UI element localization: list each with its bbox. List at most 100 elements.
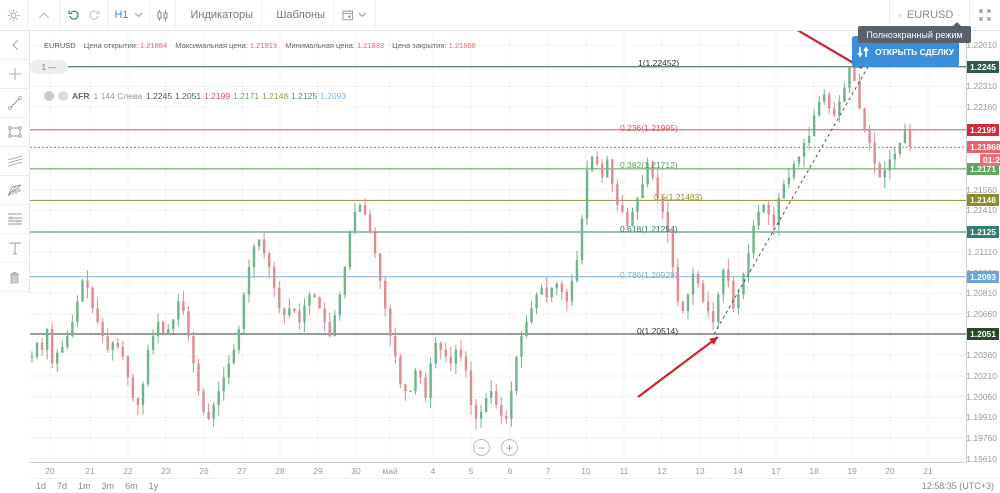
fullscreen-button[interactable] — [970, 0, 1000, 31]
sidebar-item-rectangle[interactable] — [0, 118, 29, 147]
sidebar-item-crosshair[interactable] — [0, 60, 29, 89]
function-icon: f — [270, 14, 271, 16]
rectangle-icon — [7, 126, 22, 138]
undo-icon[interactable] — [67, 9, 80, 21]
zoom-in-button[interactable]: + — [501, 439, 518, 456]
chevron-down-icon — [134, 12, 142, 18]
time-tick: 20 — [885, 466, 895, 476]
time-tick: 12 — [657, 466, 667, 476]
trash-icon — [10, 271, 19, 283]
time-tick: 28 — [275, 466, 285, 476]
level-handle[interactable]: 1 — — [30, 60, 68, 74]
fib-label-0: 0(1.20514) — [637, 326, 679, 336]
price-tick: 1.20060 — [966, 391, 997, 402]
range-6m[interactable]: 6m — [125, 481, 138, 491]
price-chart[interactable] — [30, 31, 970, 462]
fib-label-1: 1(1.22452) — [638, 58, 680, 68]
drawing-tools-sidebar — [0, 31, 30, 293]
range-1y[interactable]: 1y — [148, 481, 159, 491]
sidebar-item-delete[interactable] — [0, 263, 29, 292]
sidebar-item-collapse[interactable] — [0, 31, 29, 60]
range-3m[interactable]: 3m — [101, 481, 115, 491]
remove-indicator-icon[interactable] — [44, 91, 54, 101]
undo-redo-group — [60, 0, 108, 31]
candle-countdown-badge: 01:24 — [980, 154, 1000, 167]
ohlc-info-bar: EURUSD Цена открытия: 1.21884 Максимальн… — [44, 41, 476, 50]
price-tick: 1.20360 — [966, 350, 997, 361]
symbol-select[interactable]: EURUSD — [890, 0, 970, 31]
trend-line-icon — [7, 96, 22, 110]
time-tick: 22 — [123, 466, 133, 476]
sidebar-item-fib-retracement[interactable] — [0, 205, 29, 234]
price-tick: 1.20810 — [966, 288, 997, 299]
fib-price-badge: 1.2148 — [967, 194, 999, 207]
fib-price-badge: 1.2093 — [967, 270, 999, 283]
price-tick: 1.22610 — [966, 40, 997, 50]
time-tick: 21 — [923, 466, 933, 476]
afr-values: 1.2245 1.2051 1.2199 1.2171 1.2148 1.2125 1.20… — [146, 91, 349, 101]
price-axis[interactable]: 1.22610 1.22310 1.22160 1.21560 1.21410 1.211… — [966, 31, 1000, 464]
collapse-up-button[interactable] — [28, 0, 60, 31]
sidebar-item-trend-line[interactable] — [0, 89, 29, 118]
open-value: 1.21884 — [140, 41, 168, 50]
price-tick: 1.21410 — [966, 205, 997, 216]
time-tick: 11 — [619, 466, 629, 476]
time-axis[interactable]: 20 21 22 23 26 27 28 29 30 май 4 5 6 7 10 11 12 13 14 17 18 1… — [30, 462, 966, 478]
time-tick: 13 — [695, 466, 705, 476]
indicators-button[interactable]: Индикаторы — [176, 0, 262, 31]
time-tick: 17 — [771, 466, 781, 476]
text-icon — [9, 242, 20, 254]
sidebar-item-fib-fan[interactable] — [0, 176, 29, 205]
fib-label-0-786: 0.786(1.20929) — [620, 270, 678, 280]
sidebar-item-channel[interactable] — [0, 147, 29, 176]
chart-type-button[interactable] — [150, 0, 176, 31]
settings-button[interactable] — [0, 0, 28, 31]
fib-retracement-icon — [7, 213, 22, 225]
afr-indicator-legend: AFR 1 144 Слева 1.2245 1.2051 1.2199 1.2171… — [44, 91, 349, 101]
time-tick: 10 — [581, 466, 591, 476]
calendar-menu[interactable] — [334, 0, 376, 31]
chevron-up-icon — [38, 12, 49, 19]
time-tick: 19 — [847, 466, 857, 476]
fib-label-0-5: 0.5(1.21483) — [654, 192, 703, 202]
indicator-settings-icon[interactable] — [58, 91, 68, 101]
redo-icon[interactable] — [88, 9, 100, 21]
close-value: 1.21868 — [448, 41, 476, 50]
templates-button[interactable]: f Шаблоны — [262, 0, 334, 31]
time-tick: 30 — [351, 466, 361, 476]
timeframe-select[interactable]: H1 — [108, 0, 150, 31]
time-tick: 27 — [237, 466, 247, 476]
afr-params: 1 144 Слева — [93, 91, 143, 101]
gear-icon — [7, 9, 20, 21]
price-tick: 1.20660 — [966, 308, 997, 319]
price-tick: 1.19610 — [966, 453, 997, 464]
current-price-badge: 1.21868 — [967, 141, 1000, 154]
fib-price-badge: 1.2051 — [967, 328, 999, 341]
range-1d[interactable]: 1d — [36, 481, 47, 491]
afr-level-value: 1.2125 — [291, 91, 318, 101]
plus-icon: + — [505, 440, 513, 455]
range-7d[interactable]: 7d — [57, 481, 68, 491]
price-tick: 1.22310 — [966, 81, 997, 92]
range-1m[interactable]: 1m — [78, 481, 91, 491]
open-label: Цена открытия: — [83, 41, 138, 50]
open-trade-label: ОТКРЫТЬ СДЕЛКУ — [874, 46, 955, 57]
sidebar-item-text[interactable] — [0, 234, 29, 263]
high-label: Максимальная цена: — [175, 41, 248, 50]
clock: 12:58:35 (UTC+3) — [921, 481, 994, 491]
time-tick: 26 — [199, 466, 209, 476]
fib-price-badge: 1.2199 — [967, 123, 999, 136]
time-tick: 23 — [161, 466, 171, 476]
time-tick: 21 — [85, 466, 95, 476]
timeframe-value: H1 — [114, 9, 129, 21]
afr-level-value: 1.2171 — [233, 91, 260, 101]
fib-price-badge: 1.2125 — [967, 225, 999, 238]
high-value: 1.21919 — [250, 41, 278, 50]
afr-name: AFR — [72, 91, 90, 101]
fullscreen-tooltip: Полноэкранный режим — [858, 22, 971, 43]
close-label: Цена закрытия: — [392, 41, 447, 50]
candlestick-icon — [157, 9, 168, 21]
templates-label: Шаблоны — [276, 9, 325, 21]
zoom-out-button[interactable]: − — [473, 439, 490, 456]
range-bar: 1d 7d 1m 3m 6m 1y 12:58:35 (UTC+3) — [30, 478, 1000, 493]
